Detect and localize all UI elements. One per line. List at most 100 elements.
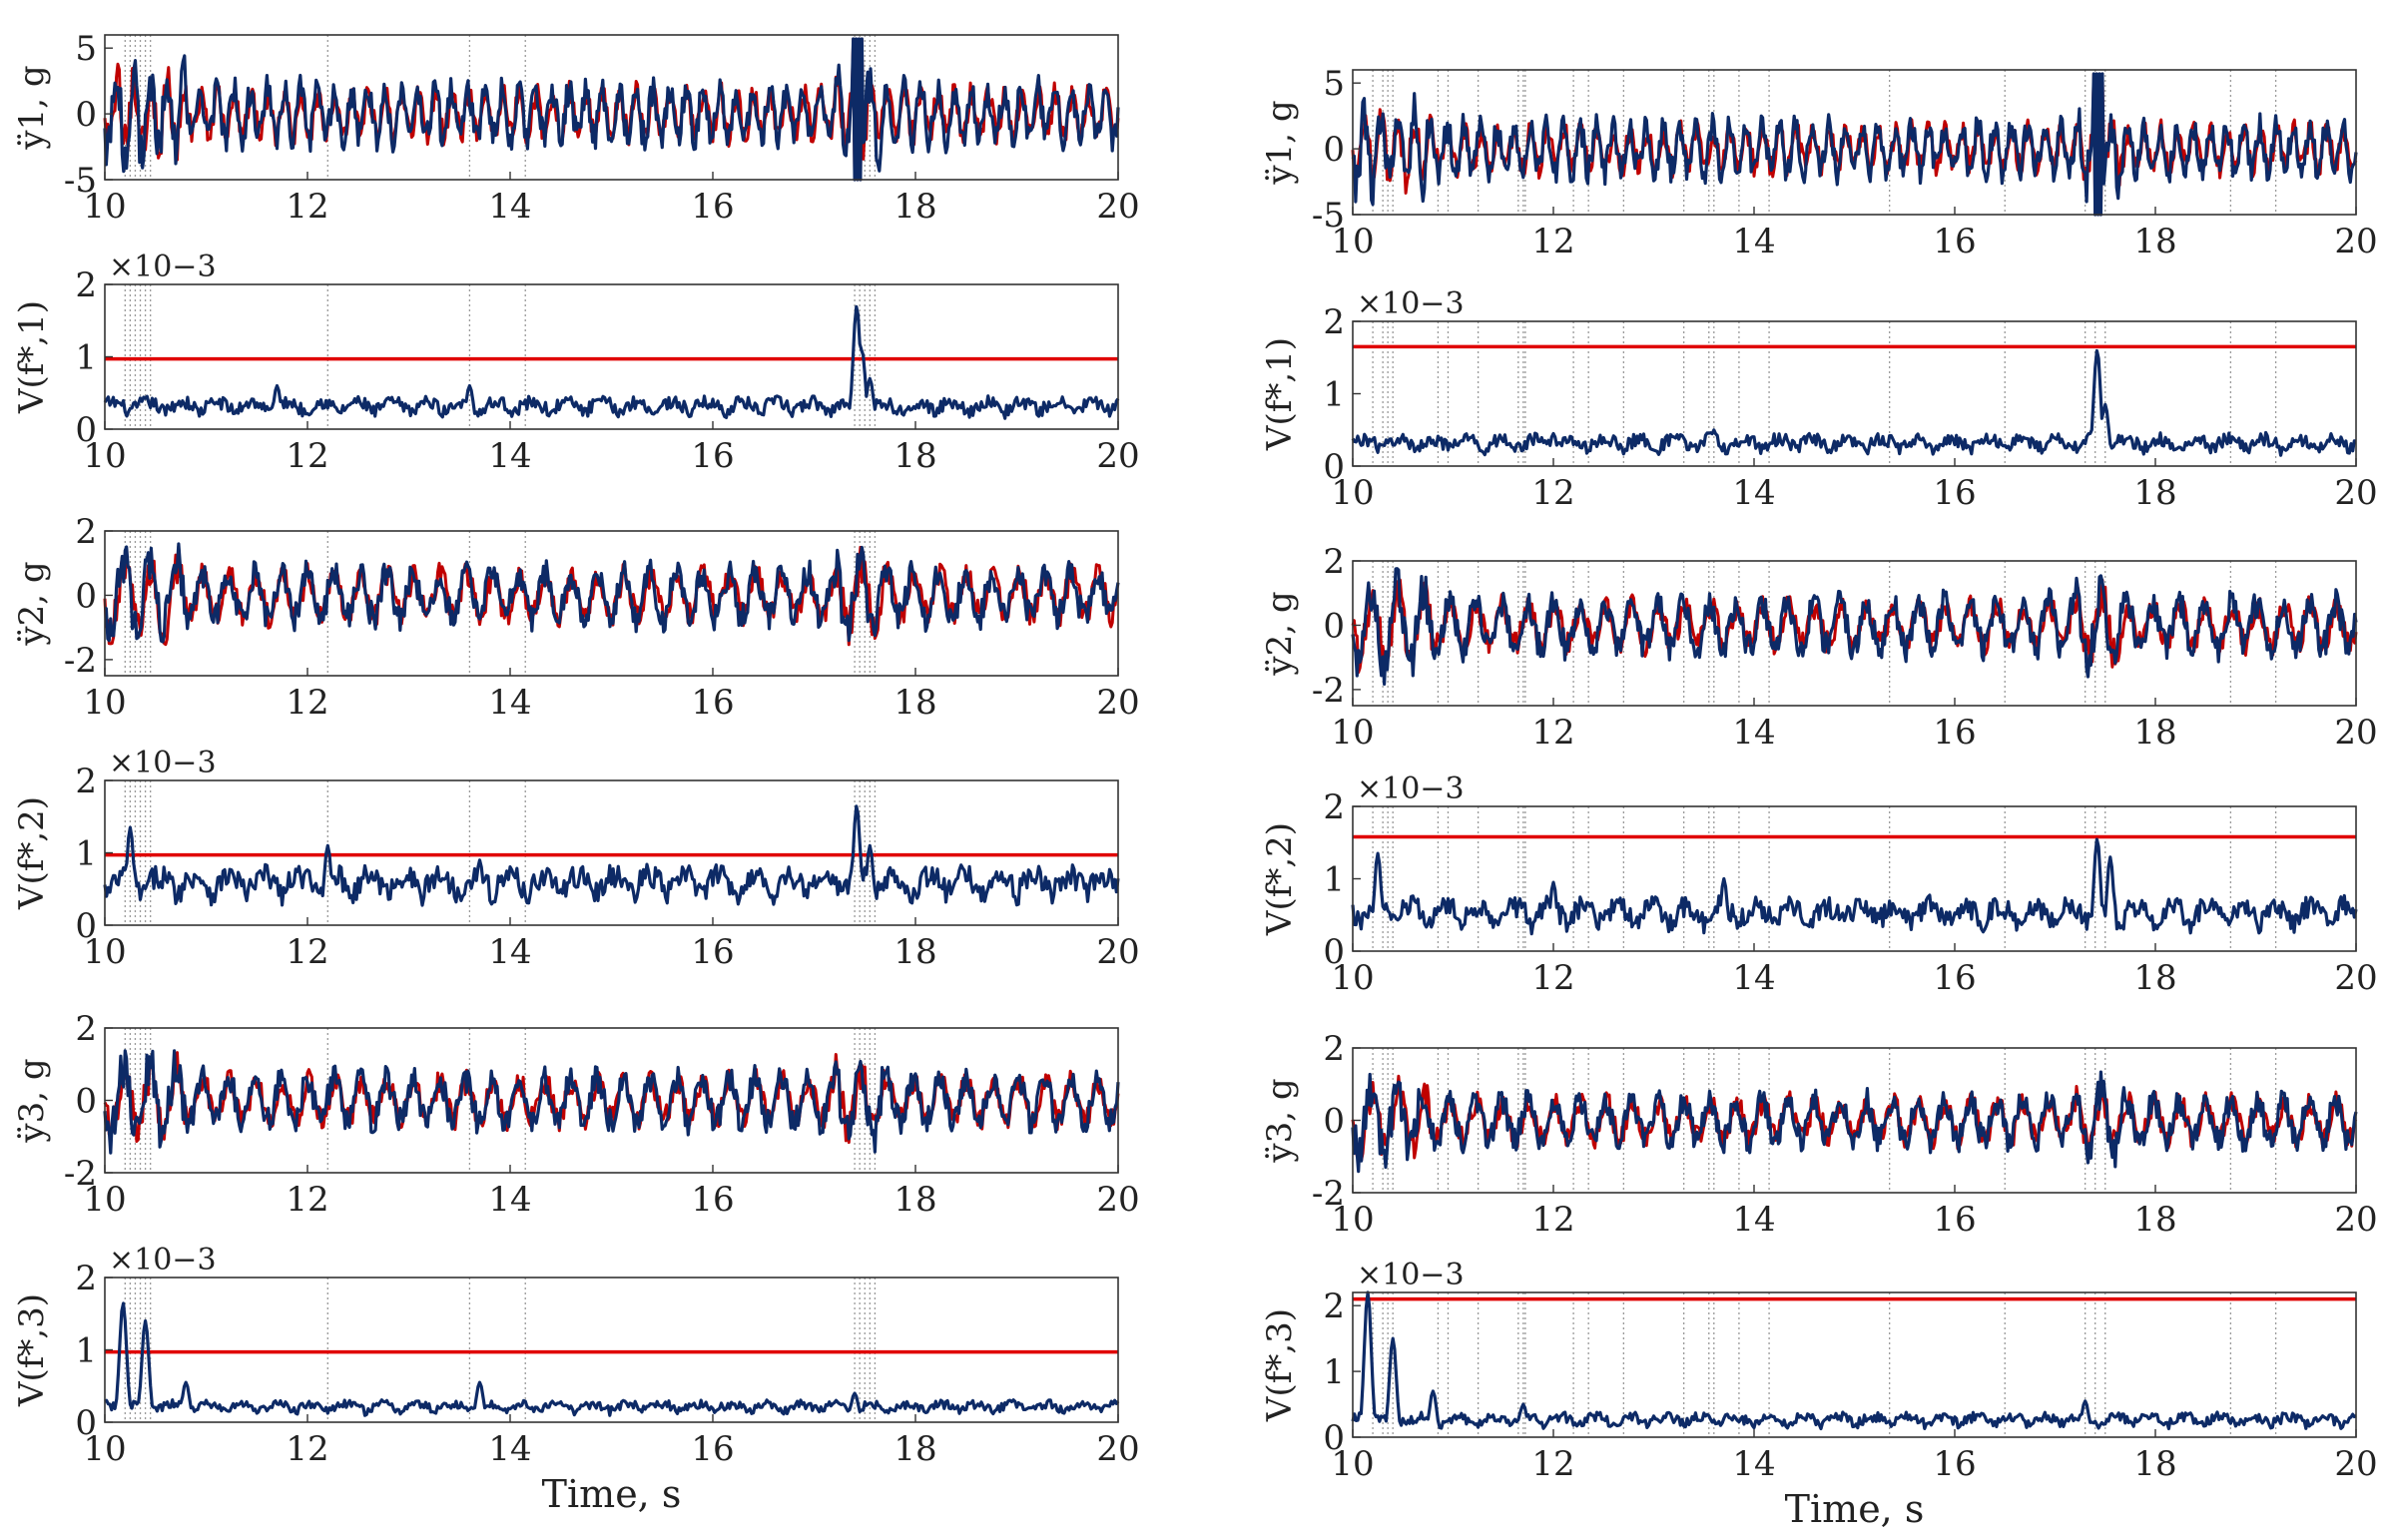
x-tick-label: 20 (2334, 1444, 2377, 1484)
x-tick-label: 20 (2334, 713, 2377, 753)
x-tick-label: 12 (286, 436, 328, 476)
y-tick-label: 0 (75, 410, 97, 450)
x-tick-label: 12 (286, 1429, 328, 1469)
x-tick-label: 18 (894, 1429, 936, 1469)
x-tick-label: 14 (1732, 1200, 1775, 1240)
x-tick-label: 20 (1096, 436, 1139, 476)
y-tick-label: 2 (75, 265, 97, 305)
y-axis-label: ÿ1, g (1260, 100, 1300, 185)
y-tick-label: 1 (75, 338, 97, 378)
x-tick-label: 10 (1331, 1444, 1374, 1484)
y-tick-label: 2 (1323, 542, 1345, 582)
y-tick-label: -2 (64, 1154, 97, 1194)
y-tick-label: 2 (75, 762, 97, 801)
y-axis-label: V(f*,3) (1260, 1308, 1300, 1422)
x-tick-label: 12 (286, 932, 328, 972)
detection-statistic-line (103, 304, 1120, 420)
x-tick-label: 18 (894, 683, 936, 723)
x-tick-label: 14 (488, 683, 531, 723)
x-tick-label: 16 (691, 683, 734, 723)
panel-right-1: 10 12 14 16 18 20 -5 0 5 ÿ1, g (1260, 64, 2378, 261)
x-tick-label: 14 (1732, 473, 1775, 513)
x-tick-label: 20 (1096, 932, 1139, 972)
y-axis-label: V(f*,3) (12, 1293, 52, 1407)
axes-frame (1352, 560, 2357, 707)
x-tick-label: 18 (2133, 222, 2176, 261)
x-tick-label: 16 (1933, 1200, 1976, 1240)
y-tick-label: 5 (1323, 64, 1345, 104)
x-tick-label: 20 (2334, 1200, 2377, 1240)
x-tick-label: 14 (488, 932, 531, 972)
x-tick-label: 12 (286, 187, 328, 227)
y-tick-label: 0 (1323, 932, 1345, 972)
x-tick-label: 20 (1096, 1429, 1139, 1469)
x-tick-label: 12 (286, 1180, 328, 1220)
detection-statistic-line (1351, 1290, 2357, 1431)
axes-frame (1352, 69, 2357, 216)
y-tick-label: 5 (75, 29, 97, 69)
x-tick-label: 12 (1531, 473, 1574, 513)
series-predicted-line (1351, 72, 2358, 217)
x-tick-label: 18 (2133, 1444, 2176, 1484)
y-tick-label: 0 (1323, 606, 1345, 646)
y-tick-label: 2 (75, 512, 97, 552)
y-tick-label: -5 (1312, 196, 1345, 236)
y-tick-label: -2 (1312, 1174, 1345, 1214)
y-axis-label: ÿ2, g (1260, 591, 1300, 676)
y-multiplier: ×10−3 (1357, 771, 1465, 806)
x-tick-label: 16 (691, 1180, 734, 1220)
y-tick-label: -2 (1312, 671, 1345, 711)
x-tick-label: 10 (83, 187, 126, 227)
series-predicted-line (103, 1049, 1120, 1155)
y-tick-label: -5 (64, 161, 97, 201)
y-tick-label: 2 (1323, 787, 1345, 827)
y-tick-label: 0 (1323, 1418, 1345, 1458)
x-tick-label: 16 (1933, 713, 1976, 753)
axes-frame (104, 34, 1119, 181)
x-tick-label: 12 (286, 683, 328, 723)
x-tick-label: 18 (2133, 1200, 2176, 1240)
y-multiplier: ×10−3 (1357, 286, 1465, 321)
panel-left-1: 10 12 14 16 18 20 -5 0 5 ÿ1, g (12, 29, 1140, 227)
y-tick-label: 1 (1323, 860, 1345, 900)
x-tick-label: 20 (2334, 222, 2377, 261)
y-multiplier: ×10−3 (1357, 1258, 1465, 1292)
x-tick-label: 18 (894, 187, 936, 227)
x-tick-label: 10 (83, 436, 126, 476)
series-predicted-line (104, 542, 1120, 644)
y-axis-label: V(f*,2) (1260, 822, 1300, 936)
x-tick-label: 10 (83, 683, 126, 723)
x-tick-label: 10 (1331, 713, 1374, 753)
y-tick-label: 2 (1323, 302, 1345, 342)
y-tick-label: 2 (75, 1259, 97, 1298)
panel-right-3: 10 12 14 16 18 20 -2 0 2 ÿ2, g (1260, 542, 2378, 753)
x-tick-label: 18 (894, 1180, 936, 1220)
x-tick-label: 14 (488, 187, 531, 227)
y-tick-label: 2 (1323, 1029, 1345, 1069)
y-tick-label: 1 (75, 1331, 97, 1371)
x-tick-label: 14 (1732, 958, 1775, 998)
x-tick-label: 16 (1933, 958, 1976, 998)
x-tick-label: 12 (1531, 1444, 1574, 1484)
x-tick-label: 16 (691, 187, 734, 227)
x-tick-label: 18 (894, 932, 936, 972)
y-tick-label: 1 (1323, 1352, 1345, 1392)
y-axis-label: V(f*,1) (1260, 337, 1300, 451)
x-tick-label: 12 (1531, 958, 1574, 998)
x-tick-label: 20 (1096, 187, 1139, 227)
x-tick-label: 20 (1096, 1180, 1139, 1220)
axes-frame (104, 1027, 1119, 1174)
x-tick-label: 10 (83, 1180, 126, 1220)
x-tick-label: 12 (1531, 222, 1574, 261)
x-tick-label: 18 (2133, 473, 2176, 513)
y-tick-label: 0 (75, 906, 97, 946)
x-tick-label: 10 (1331, 222, 1374, 261)
x-tick-label: 14 (1732, 1444, 1775, 1484)
detection-statistic-line (1351, 837, 2358, 936)
x-axis-label: Time, s (1785, 1487, 1925, 1531)
x-tick-label: 10 (1331, 473, 1374, 513)
